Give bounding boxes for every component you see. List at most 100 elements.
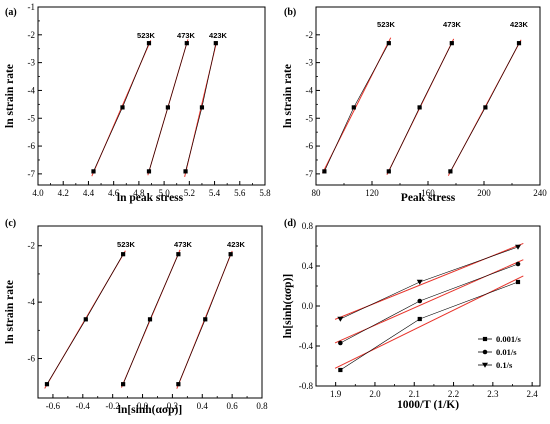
series-523K: 523K [91,31,156,177]
data-point [121,252,126,257]
data-point [322,169,327,174]
plot-2: -0.6 -0.4 -0.2 0.0 0.2 0.4 0.6 0.8 -2 -4 -6 ln[sinh… [4,225,268,416]
y-tick-label: -6 [306,141,314,151]
data-point [338,367,343,373]
data-point [386,169,391,174]
legend-marker [482,362,488,368]
x-tick-label: 0.8 [256,401,268,411]
series-423K: 423K [176,240,246,389]
x-tick-label: 4.0 [32,188,44,198]
series-annotation: 473K [443,20,462,29]
data-point [386,41,391,46]
x-tick-label: -0.2 [106,401,120,411]
x-tick-label: 5.6 [234,188,246,198]
series-473K: 473K [386,20,462,176]
x-tick-label: 5.0 [158,188,170,198]
y-axis-label: ln[sinh(ασp)] [282,274,294,338]
y-tick-label: -2 [28,241,36,251]
data-point [483,105,488,110]
data-point [176,382,181,387]
x-tick-label: 5.2 [184,188,195,198]
plot-frame [37,225,263,399]
series-annotation: 523K [137,31,156,40]
data-point [176,252,181,257]
x-tick-label: 4.6 [108,188,120,198]
panel-c-label: (c) [5,218,16,229]
x-tick-label: 160 [421,188,435,198]
x-tick-label: 2.1 [409,389,420,399]
data-point [147,317,153,322]
y-tick-label: -5 [28,113,36,123]
data-point [165,105,170,110]
panel-b-label: (b) [284,7,296,18]
data-point [351,105,356,110]
panel-b: (b) [284,7,296,18]
series-annotation: 423K [227,240,246,249]
data-point [417,316,422,322]
legend-label: 0.01/s [496,347,517,357]
series-annotation: 473K [177,31,196,40]
series-523K: 523K [44,240,136,389]
data-point [417,105,422,110]
y-tick-label: -0.8 [299,381,314,391]
y-tick-label: -7 [306,169,314,179]
series-annotation: 523K [377,20,396,29]
x-axis-label: ln peak stress [117,192,184,204]
x-axis-label: ln[sinh(ασp)] [118,404,182,416]
fit-line [334,242,524,320]
y-tick-label: -6 [28,354,36,364]
y-tick-label: -3 [28,58,36,68]
y-axis-label: ln strain rate [4,280,16,344]
panel-c: (c) [5,218,16,229]
y-tick-label: -4 [306,85,314,95]
panel-a: (a) [5,7,17,18]
data-point [83,317,88,322]
legend-label: 0.001/s [496,334,521,344]
y-tick-label: -6 [28,141,36,151]
data-point [183,169,188,174]
y-tick-label: 0.4 [302,261,314,271]
y-tick-label: -4 [28,297,36,307]
x-tick-label: 2.4 [527,389,539,399]
data-point [515,279,521,285]
panel-d-label: (d) [284,218,296,229]
x-tick-label: 0.2 [167,401,178,411]
data-point [146,41,152,46]
series-423K: 423K [183,31,228,177]
x-tick-label: 0.0 [137,401,149,411]
data-point [121,382,126,387]
series-523K: 523K [322,20,396,174]
x-tick-label: 4.8 [133,188,145,198]
series-473K: 473K [146,31,196,176]
legend: 0.001/s 0.01/s 0.1/s [478,334,521,370]
plot-3: 1.9 2.0 2.1 2.2 2.3 2.4 -0.8 -0.4 0.0 0.4 0.8 1000/… [282,221,541,411]
series-0.1/s [334,242,524,322]
x-tick-label: 1.9 [330,389,342,399]
data-point [228,252,233,257]
x-tick-label: 200 [477,188,491,198]
legend-marker [482,349,488,355]
fit-line [334,259,524,344]
x-tick-label: -0.4 [76,401,91,411]
x-axis-label: 1000/T (1/K) [397,399,459,411]
data-point [44,382,50,387]
plot-0: 4.0 4.2 4.4 4.6 4.8 5.0 5.2 5.4 5.6 5.8 -1 -2 -3 -4 -5… [4,2,271,204]
y-tick-label: -0.4 [299,341,314,351]
series-423K: 423K [447,20,529,176]
x-tick-label: 5.8 [259,188,271,198]
data-point [184,41,189,46]
legend-label: 0.1/s [496,360,513,370]
series-annotation: 473K [174,240,193,249]
y-tick-label: 0.0 [302,301,314,311]
x-tick-label: 0.4 [197,401,209,411]
x-tick-label: 2.2 [448,389,459,399]
data-point [199,105,205,110]
y-axis-label: ln strain rate [4,64,16,128]
data-point [449,41,454,46]
data-point [338,340,343,346]
series-0.001/s [334,275,524,373]
y-tick-label: -3 [306,58,314,68]
x-tick-label: -0.6 [46,401,61,411]
series-annotation: 423K [209,31,228,40]
